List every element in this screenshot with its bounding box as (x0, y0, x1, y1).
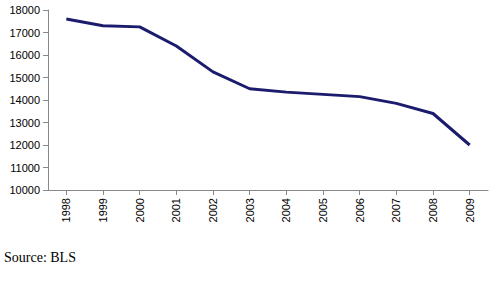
svg-text:2002: 2002 (207, 198, 219, 222)
svg-text:1999: 1999 (97, 198, 109, 222)
svg-text:2004: 2004 (280, 198, 292, 222)
svg-text:2001: 2001 (170, 198, 182, 222)
svg-text:2005: 2005 (317, 198, 329, 222)
svg-text:11000: 11000 (10, 162, 40, 174)
svg-text:12000: 12000 (9, 139, 40, 151)
svg-text:2007: 2007 (390, 198, 402, 222)
svg-text:14000: 14000 (9, 94, 40, 106)
svg-text:2006: 2006 (354, 198, 366, 222)
svg-text:15000: 15000 (9, 72, 40, 84)
svg-text:1998: 1998 (60, 198, 72, 222)
svg-text:18000: 18000 (9, 4, 40, 16)
svg-text:2003: 2003 (244, 198, 256, 222)
svg-text:16000: 16000 (9, 49, 40, 61)
svg-text:2000: 2000 (134, 198, 146, 222)
svg-text:10000: 10000 (9, 184, 40, 196)
svg-text:2009: 2009 (464, 198, 476, 222)
svg-text:17000: 17000 (9, 27, 40, 39)
svg-text:2008: 2008 (427, 198, 439, 222)
svg-text:Source: BLS: Source: BLS (4, 250, 76, 265)
svg-text:13000: 13000 (9, 117, 40, 129)
